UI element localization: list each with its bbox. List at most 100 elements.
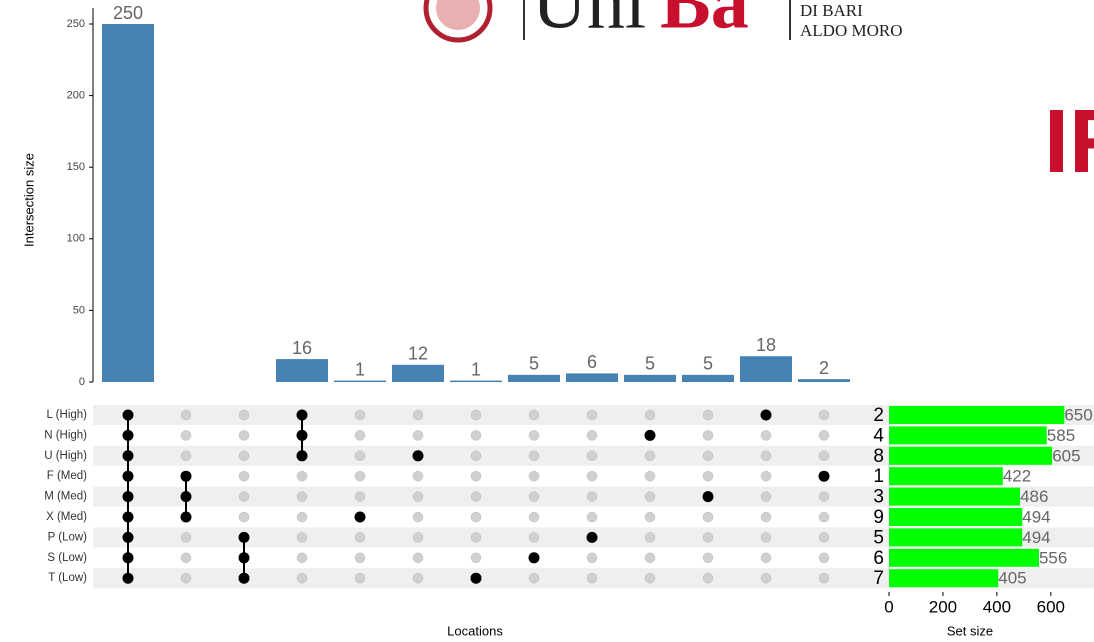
dot-filled — [122, 531, 134, 543]
set-name: X (Med) — [46, 511, 87, 523]
dot-empty — [586, 552, 598, 564]
bar-label: 12 — [408, 344, 428, 364]
dot-empty — [528, 491, 540, 502]
dot-empty — [644, 572, 656, 584]
set-rank: 9 — [873, 507, 884, 528]
bar-label: 18 — [756, 335, 776, 355]
dot-empty — [702, 470, 714, 482]
dot-empty — [702, 409, 714, 421]
set-rank: 1 — [873, 466, 884, 487]
dot-empty — [296, 491, 308, 502]
y-tick-label: 150 — [67, 161, 85, 173]
bar — [102, 24, 154, 382]
dot-empty — [412, 572, 424, 584]
logo-text: ALDO MORO — [800, 21, 902, 40]
dot-filled — [644, 429, 656, 441]
dot-filled — [296, 450, 308, 462]
dot-empty — [702, 532, 714, 543]
logo-text: DI BARI — [800, 1, 863, 20]
dot-empty — [180, 430, 192, 441]
dot-filled — [122, 552, 134, 564]
set-bar — [889, 406, 1065, 424]
dot-empty — [238, 409, 250, 421]
bar-label: 5 — [703, 354, 713, 374]
dot-empty — [412, 532, 424, 543]
set-bar-label: 486 — [1020, 487, 1048, 506]
dot-filled — [760, 409, 772, 421]
logo-seal — [423, 0, 493, 43]
set-rank: 5 — [873, 527, 884, 548]
set-rank: 4 — [873, 425, 884, 446]
dot-filled — [180, 470, 192, 482]
dot-filled — [528, 552, 540, 564]
dot-empty — [412, 470, 424, 482]
dot-empty — [528, 470, 540, 482]
bar-label: 5 — [529, 354, 539, 374]
dot-empty — [528, 409, 540, 421]
dot-empty — [760, 572, 772, 584]
bar — [798, 379, 850, 382]
dot-empty — [586, 430, 598, 441]
side-logo: IR — [1044, 92, 1094, 192]
set-bar-label: 494 — [1022, 528, 1050, 547]
dot-empty — [296, 572, 308, 584]
dot-empty — [760, 532, 772, 543]
y-axis-label: Intersection size — [21, 153, 36, 247]
dot-empty — [586, 491, 598, 502]
set-name: N (High) — [44, 429, 87, 441]
dot-filled — [296, 409, 308, 421]
dot-empty — [180, 572, 192, 584]
set-name: F (Med) — [47, 470, 87, 482]
dot-filled — [586, 531, 598, 543]
dot-empty — [354, 532, 366, 543]
set-bar — [889, 569, 999, 588]
set-bar-label: 405 — [998, 569, 1026, 588]
dot-filled — [818, 470, 830, 482]
dot-empty — [528, 430, 540, 441]
dot-empty — [818, 511, 830, 523]
dot-empty — [702, 511, 714, 523]
x-tick-label: 200 — [929, 597, 957, 616]
dot-empty — [180, 532, 192, 543]
dot-filled — [122, 511, 134, 523]
set-bar — [889, 487, 1021, 506]
dot-empty — [818, 491, 830, 502]
set-rank: 3 — [873, 487, 884, 508]
dot-filled — [702, 491, 714, 503]
set-bar — [889, 528, 1023, 547]
dot-empty — [354, 491, 366, 502]
bar-label: 6 — [587, 352, 597, 372]
dot-empty — [412, 491, 424, 502]
set-name: L (High) — [47, 409, 88, 421]
dot-empty — [296, 532, 308, 543]
dot-empty — [470, 491, 482, 502]
set-rank: 2 — [873, 405, 884, 426]
dot-empty — [470, 470, 482, 482]
y-tick-label: 100 — [67, 233, 85, 245]
dot-empty — [238, 470, 250, 482]
bar — [566, 373, 618, 382]
dot-filled — [122, 470, 134, 482]
dot-filled — [238, 531, 250, 543]
dot-empty — [528, 532, 540, 543]
dot-empty — [702, 552, 714, 564]
x-tick-label: 600 — [1037, 597, 1065, 616]
dot-empty — [296, 511, 308, 523]
set-bar — [889, 548, 1039, 567]
dot-empty — [644, 532, 656, 543]
dot-filled — [180, 491, 192, 503]
set-bar — [889, 508, 1023, 526]
dot-filled — [122, 429, 134, 441]
dot-filled — [296, 429, 308, 441]
dot-empty — [470, 450, 482, 462]
dot-empty — [644, 450, 656, 462]
x-axis-label: Locations — [447, 623, 503, 638]
bar — [508, 374, 560, 382]
set-size-label: Set size — [947, 623, 993, 638]
dot-empty — [238, 430, 250, 441]
bar — [276, 359, 328, 382]
set-name: T (Low) — [48, 572, 87, 584]
dot-empty — [180, 409, 192, 421]
dot-filled — [122, 572, 134, 584]
dot-empty — [586, 450, 598, 462]
